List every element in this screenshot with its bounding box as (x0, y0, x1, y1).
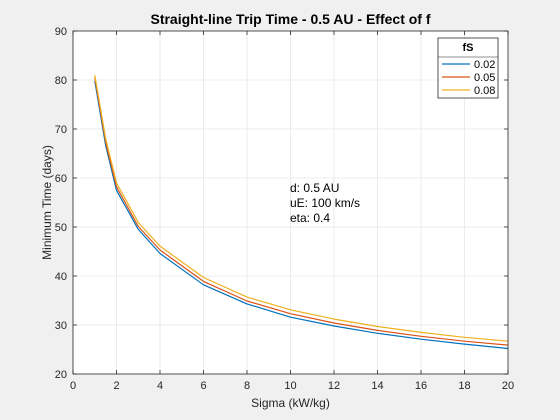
legend-label: 0.08 (474, 85, 495, 97)
legend: fS 0.020.050.08 (437, 37, 499, 99)
x-tick-label: 4 (157, 380, 163, 392)
plot-area (94, 74, 509, 350)
x-tick-label: 20 (502, 380, 514, 392)
annotation-text: d: 0.5 AU uE: 100 km/s eta: 0.4 (290, 181, 360, 225)
legend-label: 0.02 (474, 59, 495, 71)
legend-label: 0.05 (474, 72, 495, 84)
y-tick-label: 60 (55, 173, 67, 185)
y-tick-label: 30 (55, 320, 67, 332)
series-line-0.08 (94, 74, 509, 342)
x-tick-label: 2 (113, 380, 119, 392)
y-tick-label: 40 (55, 271, 67, 283)
x-tick-label: 6 (200, 380, 206, 392)
x-tick-label: 8 (244, 380, 250, 392)
legend-items: 0.020.050.08 (442, 59, 495, 97)
axis-ticks: 0 2 4 6 8 10 12 14 16 18 20 20 30 40 50 60 70 80 90 (55, 26, 514, 392)
y-tick-label: 90 (55, 26, 67, 38)
y-tick-label: 20 (55, 369, 67, 381)
x-tick-label: 10 (284, 380, 296, 392)
x-axis-label: Sigma (kW/kg) (251, 396, 330, 410)
y-axis-label: Minimum Time (days) (40, 145, 54, 260)
legend-title: fS (463, 42, 474, 54)
x-tick-label: 16 (415, 380, 427, 392)
x-tick-label: 14 (371, 380, 383, 392)
y-tick-label: 70 (55, 124, 67, 136)
x-tick-label: 0 (70, 380, 76, 392)
annotation-line: d: 0.5 AU (290, 181, 339, 195)
annotation-line: uE: 100 km/s (290, 196, 360, 210)
series-line-0.05 (94, 77, 509, 346)
annotation-line: eta: 0.4 (290, 211, 330, 225)
chart-title: Straight-line Trip Time - 0.5 AU - Effec… (150, 11, 430, 27)
x-tick-label: 18 (458, 380, 470, 392)
legend-box (437, 37, 499, 99)
y-tick-label: 50 (55, 222, 67, 234)
x-tick-label: 12 (328, 380, 340, 392)
y-tick-label: 80 (55, 75, 67, 87)
grid-lines (73, 31, 508, 374)
series-line-0.02 (94, 80, 509, 350)
